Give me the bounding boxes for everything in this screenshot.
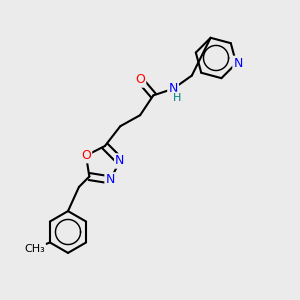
Text: O: O [81, 149, 91, 162]
Text: N: N [168, 82, 178, 95]
Text: CH₃: CH₃ [24, 244, 45, 254]
Text: N: N [106, 173, 115, 186]
Text: H: H [173, 93, 181, 103]
Text: O: O [135, 74, 145, 86]
Text: N: N [115, 154, 124, 167]
Text: N: N [233, 57, 243, 70]
